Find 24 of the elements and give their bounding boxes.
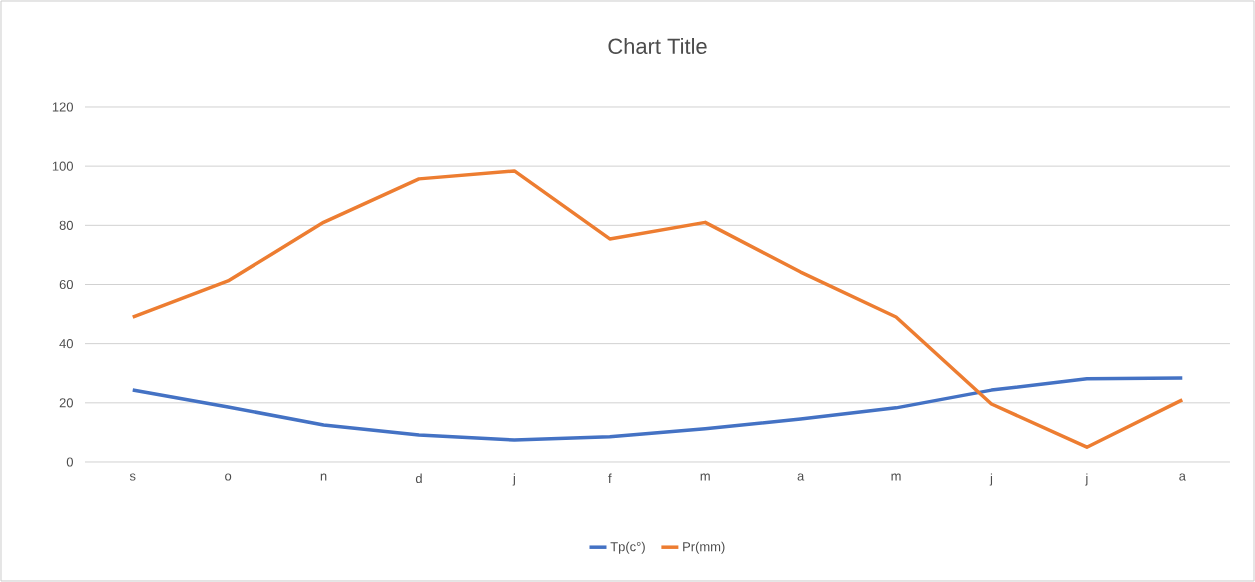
y-tick-label: 80 [59, 220, 73, 230]
legend-label: Pr(mm) [683, 541, 725, 554]
line-series [130, 169, 1185, 449]
y-tick-label: 60 [59, 279, 73, 290]
y-tick-label: 20 [59, 398, 73, 408]
x-tick-label: j [1085, 473, 1088, 486]
x-tick-label: f [608, 473, 612, 483]
legend-label: Tp(c°) [610, 541, 645, 554]
y-tick-label: 100 [52, 161, 73, 171]
x-tick-label: s [129, 473, 136, 481]
x-tick-label: d [415, 473, 422, 484]
x-tick-label: n [320, 473, 327, 481]
x-tick-label: a [797, 473, 805, 481]
line-series [130, 376, 1185, 442]
x-tick-label: a [1179, 473, 1186, 481]
x-tick-label: j [512, 473, 515, 486]
y-tick-label: 40 [59, 339, 73, 349]
x-tick-label: j [989, 473, 993, 486]
x-tick-label: m [700, 473, 710, 481]
y-tick-label: 120 [52, 102, 73, 112]
chart-title: Chart Title [608, 37, 707, 55]
y-tick-label: 0 [66, 457, 73, 467]
x-tick-label: m [891, 473, 901, 481]
x-tick-label: o [225, 473, 232, 481]
